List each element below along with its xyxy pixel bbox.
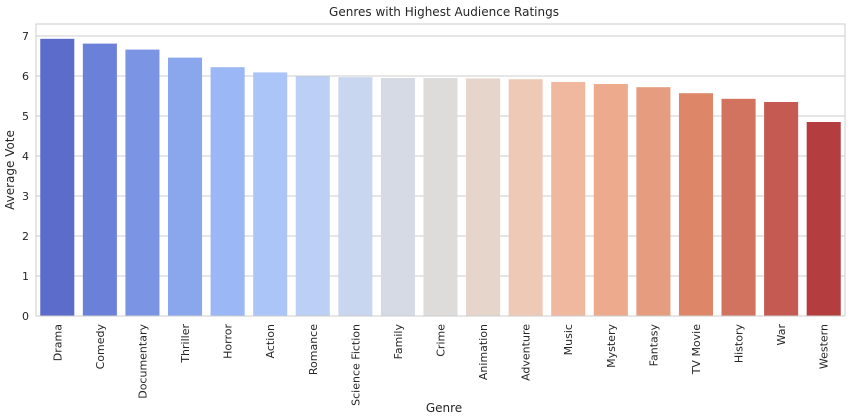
bar-animation — [466, 78, 501, 317]
plot-frame — [35, 23, 846, 317]
y-tick-label: 5 — [22, 110, 29, 123]
y-tick-label: 7 — [22, 30, 29, 43]
x-tick-label: Fantasy — [647, 324, 660, 367]
bar-mystery — [593, 84, 628, 316]
y-axis-title: Average Vote — [3, 130, 17, 210]
y-tick-label: 6 — [22, 70, 29, 83]
bar-thriller — [167, 57, 203, 316]
x-tick-label: Science Fiction — [349, 324, 362, 406]
bar-history — [721, 98, 756, 316]
chart-title: Genres with Highest Audience Ratings — [329, 5, 559, 19]
bar-documentary — [125, 49, 160, 316]
bar-action — [253, 72, 288, 317]
x-tick-label: Western — [818, 324, 831, 369]
x-tick-label: TV Movie — [690, 324, 703, 376]
x-tick-label: Romance — [307, 324, 320, 375]
bar-romance — [295, 76, 330, 317]
bars — [40, 38, 841, 317]
y-tick-label: 0 — [22, 310, 29, 323]
x-axis-title: Genre — [426, 401, 462, 415]
x-tick-label: Family — [392, 324, 405, 360]
x-tick-label: Comedy — [94, 324, 107, 370]
y-tick-label: 3 — [22, 190, 29, 203]
bar-western — [806, 122, 841, 316]
bar-drama — [40, 38, 75, 317]
bar-war — [764, 102, 799, 316]
x-tick-label: Mystery — [605, 324, 618, 368]
x-tick-label: Drama — [51, 324, 64, 361]
y-axis-ticks: 0 1 2 3 4 5 6 7 — [22, 30, 29, 323]
y-tick-label: 1 — [22, 270, 29, 283]
bar-fantasy — [636, 87, 671, 316]
x-axis-ticks: Drama Comedy Documentary Thriller Horror Acti… — [51, 324, 830, 406]
bar-horror — [210, 67, 245, 316]
x-tick-label: Animation — [477, 324, 490, 380]
x-tick-label: Crime — [435, 324, 448, 357]
x-tick-label: History — [733, 324, 746, 364]
x-tick-label: War — [775, 324, 788, 346]
x-tick-label: Documentary — [136, 324, 149, 399]
bar-adventure — [508, 79, 543, 316]
x-tick-label: Horror — [222, 324, 235, 359]
bar-comedy — [82, 43, 117, 316]
bar-science-fiction — [338, 77, 373, 316]
bar-family — [380, 78, 415, 316]
bar-music — [551, 82, 586, 316]
x-tick-label: Action — [264, 324, 277, 358]
y-tick-label: 2 — [22, 230, 29, 243]
x-tick-label: Adventure — [520, 324, 533, 381]
x-tick-label: Music — [562, 324, 575, 355]
bar-tv-movie — [678, 93, 714, 316]
x-tick-label: Thriller — [179, 324, 192, 364]
y-tick-label: 4 — [22, 150, 29, 163]
bar-crime — [423, 78, 458, 316]
